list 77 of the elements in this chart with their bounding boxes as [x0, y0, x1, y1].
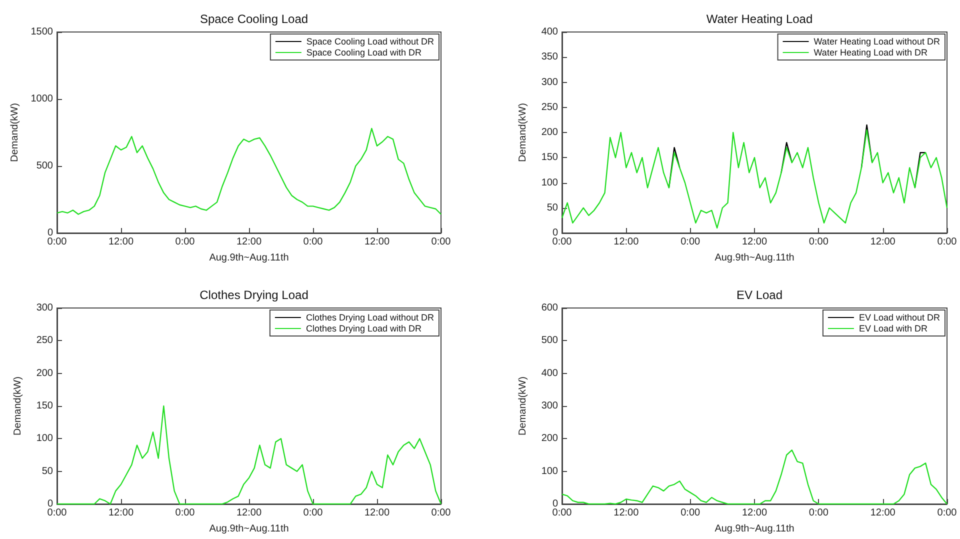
y-tick-label: 50 [42, 466, 54, 477]
chart-title: Water Heating Load [706, 12, 813, 26]
legend-label: Space Cooling Load with DR [306, 48, 422, 58]
legend-label: Space Cooling Load without DR [306, 36, 434, 46]
legend-label: EV Load without DR [858, 312, 940, 322]
legend-label: Water Heating Load without DR [814, 36, 940, 46]
x-tick-label: 0:00 [431, 236, 452, 248]
x-tick-label: 12:00 [614, 508, 640, 518]
y-tick-label: 150 [36, 400, 54, 412]
y-tick-label: 100 [36, 433, 54, 444]
x-tick-label: 12:00 [108, 508, 134, 518]
x-axis-title: Aug.9th~Aug.11th [209, 524, 289, 534]
y-axis-title: Demand(kW) [9, 103, 20, 162]
x-tick-label: 0:00 [808, 508, 829, 518]
x-tick-label: 0:00 [303, 508, 324, 518]
x-tick-label: 12:00 [742, 508, 768, 518]
x-tick-label: 12:00 [614, 236, 640, 248]
y-tick-label: 500 [36, 160, 54, 172]
y-tick-label: 250 [541, 102, 558, 113]
y-tick-label: 600 [541, 302, 558, 314]
line-series [561, 129, 948, 229]
x-tick-label: 12:00 [108, 236, 134, 248]
y-tick-label: 1000 [30, 94, 54, 104]
y-tick-label: 400 [541, 26, 558, 38]
y-tick-label: 0 [552, 498, 558, 510]
y-tick-label: 0 [47, 498, 54, 510]
y-tick-label: 100 [541, 177, 558, 188]
x-tick-label: 12:00 [364, 508, 390, 518]
chart-title: Space Cooling Load [200, 12, 308, 26]
x-tick-label: 0:00 [552, 508, 572, 518]
x-tick-label: 0:00 [808, 236, 829, 248]
y-tick-label: 300 [541, 400, 558, 412]
x-tick-label: 12:00 [870, 236, 896, 248]
y-tick-label: 200 [541, 433, 558, 444]
legend-label: Clothes Drying Load with DR [306, 324, 422, 334]
y-tick-label: 350 [541, 52, 558, 63]
y-tick-label: 400 [541, 368, 558, 379]
legend-label: Clothes Drying Load without DR [306, 312, 434, 322]
y-tick-label: 1500 [30, 26, 54, 38]
y-axis-title: Demand(kW) [518, 103, 528, 162]
y-tick-label: 200 [36, 368, 54, 379]
y-axis-title: Demand(kW) [12, 376, 24, 436]
chart-title: EV Load [736, 288, 783, 302]
y-tick-label: 150 [541, 152, 558, 164]
y-tick-label: 0 [47, 228, 54, 238]
x-tick-label: 12:00 [364, 236, 390, 248]
legend-label: Water Heating Load with DR [814, 48, 928, 58]
x-tick-label: 0:00 [47, 508, 68, 518]
x-tick-label: 12:00 [236, 508, 262, 518]
x-tick-label: 0:00 [680, 508, 700, 518]
x-tick-label: 12:00 [236, 236, 262, 248]
x-tick-label: 0:00 [680, 236, 700, 248]
x-tick-label: 0:00 [47, 236, 68, 248]
y-tick-label: 200 [541, 127, 558, 138]
x-tick-label: 0:00 [431, 508, 452, 518]
x-tick-label: 0:00 [303, 236, 324, 248]
line-series [56, 128, 442, 215]
x-tick-label: 0:00 [175, 236, 196, 248]
x-axis-title: Aug.9th~Aug.11th [714, 252, 794, 264]
y-tick-label: 250 [36, 335, 54, 346]
x-tick-label: 0:00 [937, 508, 958, 518]
y-tick-label: 50 [546, 202, 558, 214]
x-tick-label: 0:00 [937, 236, 958, 248]
chart-title: Clothes Drying Load [200, 288, 308, 302]
y-tick-label: 0 [552, 228, 558, 238]
x-tick-label: 12:00 [870, 508, 896, 518]
x-axis-title: Aug.9th~Aug.11th [714, 524, 794, 534]
y-tick-label: 500 [541, 335, 558, 346]
y-tick-label: 300 [541, 76, 558, 88]
x-tick-label: 0:00 [175, 508, 196, 518]
x-axis-title: Aug.9th~Aug.11th [209, 252, 289, 264]
x-tick-label: 0:00 [552, 236, 572, 248]
y-tick-label: 100 [541, 466, 558, 477]
x-tick-label: 12:00 [742, 236, 768, 248]
legend-label: EV Load with DR [858, 324, 928, 334]
y-axis-title: Demand(kW) [518, 376, 528, 436]
y-tick-label: 300 [36, 302, 54, 314]
